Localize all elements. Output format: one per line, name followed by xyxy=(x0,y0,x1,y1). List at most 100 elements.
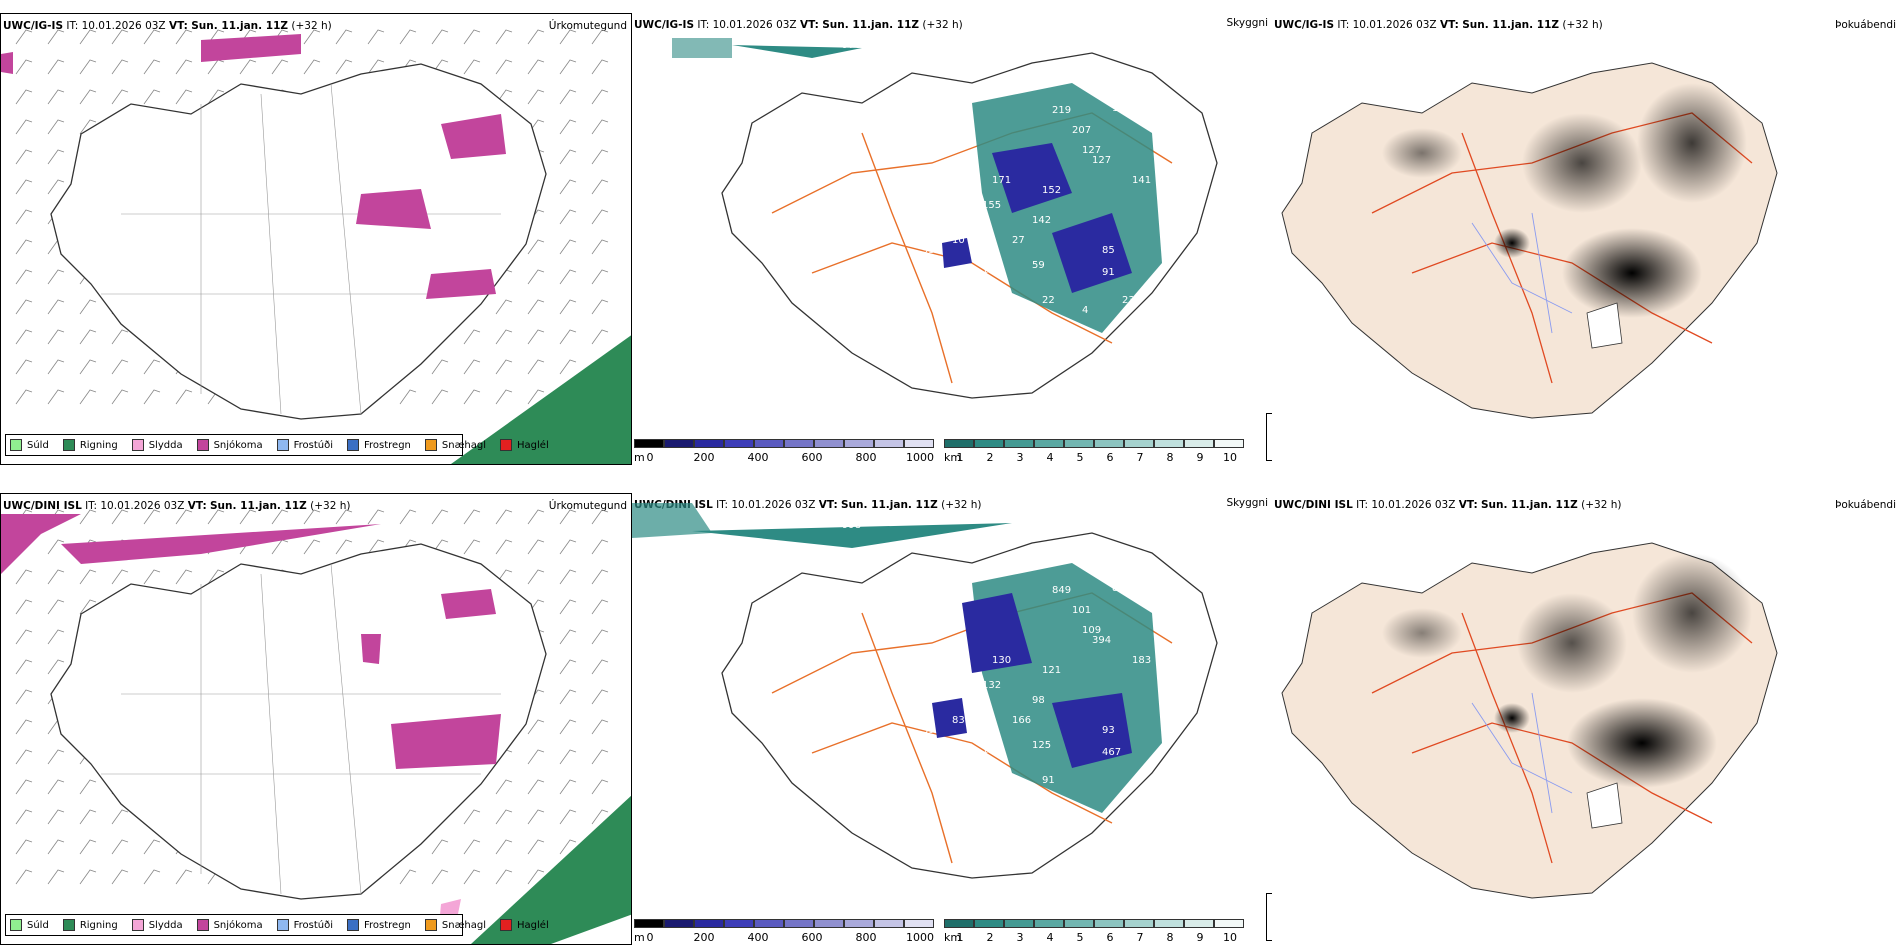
colorbar-tick: 7 xyxy=(1136,451,1144,464)
wind-barb xyxy=(111,569,129,585)
wind-barb xyxy=(495,839,513,855)
wind-barb xyxy=(431,359,449,375)
wind-barb xyxy=(47,119,65,135)
init-time: 10.01.2026 03Z xyxy=(712,19,797,31)
wind-barb xyxy=(559,569,577,585)
wind-barb xyxy=(143,359,161,375)
legend-item: Haglél xyxy=(500,919,549,931)
colorbar-tick: 10 xyxy=(1223,451,1237,464)
wind-barb xyxy=(559,269,577,285)
init-time: 10.01.2026 03Z xyxy=(1371,499,1456,511)
wind-barb xyxy=(111,389,129,405)
wind-barb xyxy=(143,869,161,885)
cloud-base-value: 39 xyxy=(922,725,935,736)
wind-barb xyxy=(79,839,97,855)
model-name: UWC/DINI ISL xyxy=(1274,499,1353,511)
wind-barb xyxy=(335,29,353,45)
wind-barb xyxy=(559,89,577,105)
wind-barb xyxy=(559,149,577,165)
wind-barb xyxy=(15,299,33,315)
wind-barb xyxy=(591,509,609,525)
colorbar-segment xyxy=(754,439,784,448)
precip-map xyxy=(1,29,631,464)
wind-barb xyxy=(559,359,577,375)
cloud-base-value: 149 xyxy=(982,265,1001,276)
wind-barb xyxy=(591,809,609,825)
visibility-scale: km 1 2 3 4 5 6 7 8 9 10 xyxy=(944,439,1244,464)
legend-swatch xyxy=(10,439,22,451)
colorbar-segment xyxy=(844,919,874,928)
fog-panel-row2: UWC/DINI ISL IT: 10.01.2026 03Z VT: Sun.… xyxy=(1272,493,1900,945)
wind-barb xyxy=(559,689,577,705)
colorbar-tick: 9 xyxy=(1196,451,1204,464)
colorbar-tick: 400 xyxy=(747,451,769,464)
wind-barb xyxy=(175,389,193,405)
wind-barb xyxy=(303,29,321,45)
wind-barb xyxy=(79,779,97,795)
wind-barb xyxy=(79,329,97,345)
valid-time: Sun. 11.jan. 11Z xyxy=(822,19,920,31)
colorbar-segment xyxy=(944,919,974,928)
legend-swatch xyxy=(500,919,513,931)
wind-barb xyxy=(527,719,545,735)
colorbar-tick: 8 xyxy=(1166,931,1174,944)
wind-barb xyxy=(399,509,417,525)
colorbar-segment xyxy=(904,919,934,928)
wind-barb xyxy=(591,29,609,45)
wind-barb xyxy=(495,779,513,795)
wind-barb xyxy=(559,29,577,45)
wind-barb xyxy=(527,839,545,855)
colorbar-tick: 0 xyxy=(646,931,654,944)
wind-barb xyxy=(559,209,577,225)
wind-barb xyxy=(463,539,481,555)
wind-barb xyxy=(79,389,97,405)
wind-barb xyxy=(79,299,97,315)
wind-barb xyxy=(15,749,33,765)
wind-barb xyxy=(559,599,577,615)
colorbar-tick: 800 xyxy=(855,931,877,944)
legend-swatch xyxy=(131,439,144,451)
wind-barb xyxy=(175,569,193,585)
panel-header: UWC/IG-IS IT: 10.01.2026 03Z VT: Sun. 11… xyxy=(1274,19,1603,31)
colorbar-tick: 6 xyxy=(1106,931,1114,944)
legend-item: Snæhagl xyxy=(424,439,486,451)
wind-barb xyxy=(15,839,33,855)
wind-barb xyxy=(559,509,577,525)
colorbar-tick: 1000 xyxy=(906,931,934,944)
wind-barb xyxy=(463,329,481,345)
wind-barb xyxy=(15,599,33,615)
cloud-base-value: 83 xyxy=(952,715,965,726)
wind-barb xyxy=(559,119,577,135)
cloud-base-value: 59 xyxy=(1032,260,1045,271)
cloud-base-value: 91 xyxy=(1102,267,1115,278)
wind-barb xyxy=(527,569,545,585)
panel-header: UWC/DINI ISL IT: 10.01.2026 03Z VT: Sun.… xyxy=(1274,499,1622,511)
colorbar-segment xyxy=(784,919,814,928)
wind-barb xyxy=(47,389,65,405)
legend-item: Snjókoma xyxy=(196,439,263,451)
legend-swatch xyxy=(131,919,144,931)
wind-barb xyxy=(79,89,97,105)
cloud-base-value: 10 xyxy=(952,235,965,246)
wind-barb xyxy=(303,539,321,555)
legend-swatch xyxy=(196,439,209,451)
wind-barb xyxy=(47,179,65,195)
wind-barb xyxy=(431,839,449,855)
colorbar-segment xyxy=(634,919,664,928)
wind-barb xyxy=(15,629,33,645)
wind-barb xyxy=(495,809,513,825)
colorbar-tick: 600 xyxy=(801,451,823,464)
legend-label: Slydda xyxy=(148,919,183,931)
wind-barb xyxy=(463,29,481,45)
wind-barb xyxy=(527,359,545,375)
cloud-base-value: 101 xyxy=(1072,605,1091,616)
wind-barb xyxy=(15,359,33,375)
legend-item: Frostúði xyxy=(276,919,333,931)
wind-barb xyxy=(527,29,545,45)
colorbar-unit: m xyxy=(634,451,645,464)
legend-swatch xyxy=(347,439,359,451)
wind-barb xyxy=(399,869,417,885)
cloud-base-value: 127 xyxy=(1082,145,1101,156)
wind-barb xyxy=(47,59,65,75)
wind-barb xyxy=(591,659,609,675)
